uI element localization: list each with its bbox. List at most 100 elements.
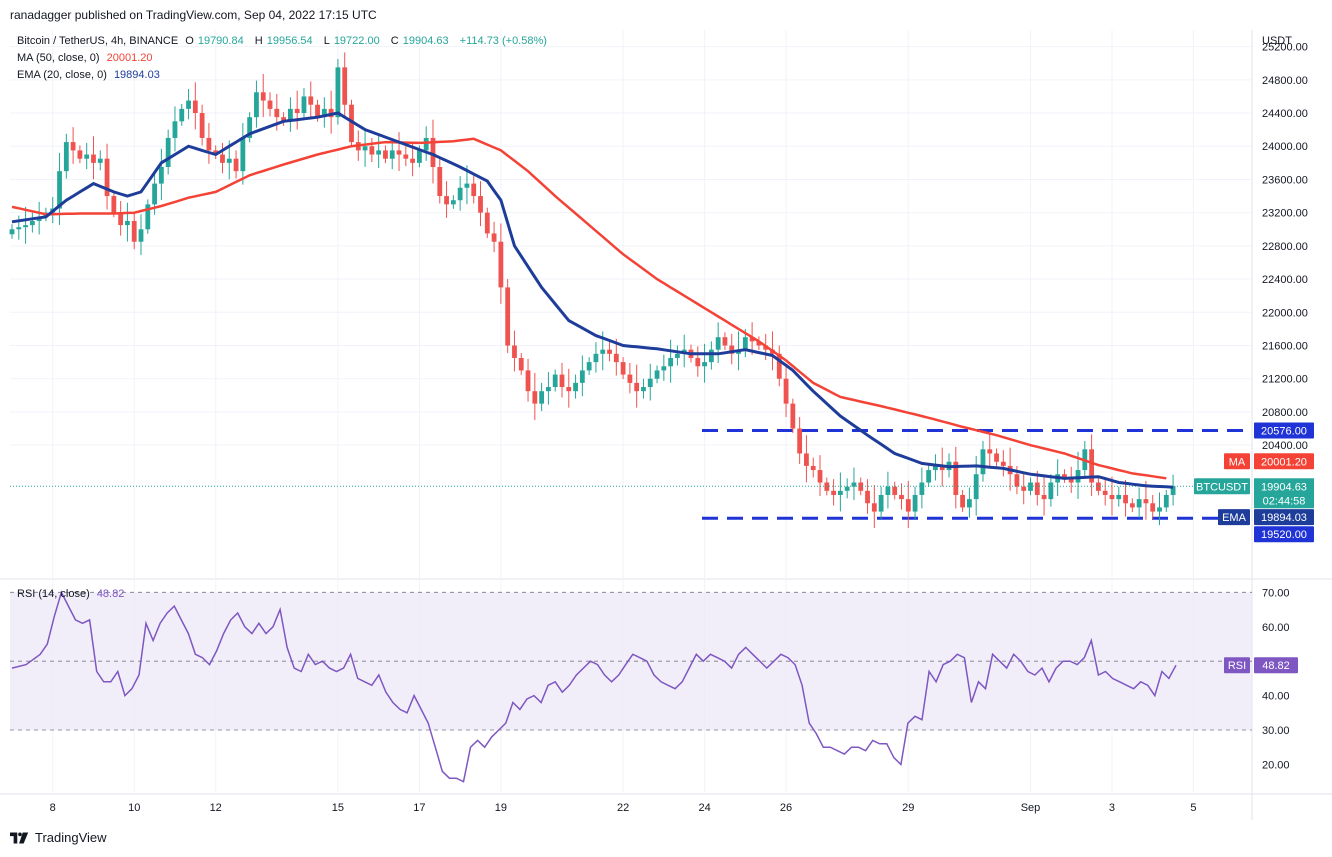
axis-unit-label: USDT — [1262, 35, 1292, 47]
candle-body — [70, 142, 76, 151]
price-tick-label: 24000.00 — [1262, 141, 1308, 153]
time-tick-label: 3 — [1109, 802, 1115, 814]
candle-body — [274, 108, 280, 118]
candle-body — [1123, 494, 1128, 504]
candle-body — [321, 108, 327, 118]
candle-body — [871, 503, 877, 512]
time-tick-label: 19 — [495, 802, 507, 814]
rsi-tick-label: 70.00 — [1262, 587, 1290, 599]
candle-body — [566, 387, 572, 392]
price-tick-label: 20400.00 — [1262, 440, 1308, 452]
rsi-tick-label: 20.00 — [1262, 759, 1290, 771]
time-tick-label: 10 — [128, 802, 140, 814]
rsi-tick-label: 30.00 — [1262, 725, 1290, 737]
candle-body — [722, 337, 728, 346]
candle-body — [613, 353, 619, 363]
legend-ema-row: EMA (20, close, 0) 19894.03 — [17, 69, 164, 81]
candle-body — [464, 183, 470, 188]
candle-body — [437, 167, 443, 197]
candle-body — [450, 200, 456, 205]
candle-body — [939, 465, 945, 471]
candle-body — [797, 428, 803, 454]
candle-body — [63, 142, 69, 172]
candle-body — [342, 67, 348, 105]
time-tick-label: 24 — [698, 802, 710, 814]
candle-body — [1048, 482, 1054, 500]
candle-body — [192, 100, 198, 114]
candle-body — [539, 391, 545, 404]
candle-body — [742, 337, 748, 350]
candle-body — [423, 137, 429, 151]
ma-tag: MA — [1229, 456, 1246, 468]
ema20-line — [11, 111, 1174, 489]
candle-body — [804, 453, 809, 466]
candle-body — [518, 357, 524, 371]
candle-body — [654, 370, 660, 379]
last-price-bg — [1254, 478, 1314, 509]
time-tick-label: 5 — [1190, 802, 1196, 814]
candle-body — [478, 196, 483, 213]
candle-body — [851, 482, 857, 487]
candle-body — [708, 349, 714, 363]
candle-body — [138, 229, 144, 242]
resistance-price-label-bg — [1254, 422, 1314, 439]
candle-body — [287, 108, 293, 122]
candle-body — [267, 100, 273, 109]
ma-price-label: 20001.20 — [1261, 456, 1307, 468]
candle-body — [383, 150, 388, 159]
candlestick-series — [9, 52, 1176, 529]
candle-body — [933, 465, 938, 471]
candle-body — [790, 403, 796, 429]
ticker-tag: BTCUSDT — [1196, 481, 1248, 493]
support-price-label-bg — [1254, 526, 1314, 543]
legend-ema-value: 19894.03 — [113, 69, 160, 81]
legend-close: C 19904.63 — [390, 35, 449, 47]
ema-price-label-bg — [1254, 509, 1314, 526]
ma50-line — [11, 137, 1167, 480]
candle-body — [899, 494, 904, 500]
legend-rsi-label: RSI (14, close) — [17, 588, 90, 600]
legend-ma-label: MA (50, close, 0) — [17, 52, 100, 64]
rsi-panel — [10, 590, 1252, 783]
ema-price-label: 19894.03 — [1261, 512, 1307, 524]
candle-body — [579, 370, 585, 383]
price-tick-label: 23600.00 — [1262, 174, 1308, 186]
candle-body — [362, 146, 368, 151]
time-tick-label: 22 — [617, 802, 629, 814]
tradingview-brand[interactable]: TradingView — [10, 830, 107, 845]
candle-body — [505, 287, 511, 346]
candle-body — [634, 382, 640, 392]
candle-body — [97, 158, 103, 163]
candle-body — [878, 494, 884, 512]
candle-body — [57, 171, 62, 209]
time-tick-label: 26 — [780, 802, 792, 814]
candle-body — [593, 353, 599, 363]
candle-body — [837, 490, 843, 495]
candle-body — [471, 183, 477, 197]
candle-body — [926, 470, 932, 483]
candle-body — [281, 117, 286, 122]
candle-body — [260, 92, 266, 101]
last-price-label: 19904.63 — [1261, 481, 1307, 493]
candle-body — [960, 494, 965, 508]
price-tick-label: 22400.00 — [1262, 274, 1308, 286]
candle-body — [104, 158, 110, 197]
candle-body — [240, 137, 246, 172]
candle-body — [675, 353, 680, 358]
candle-body — [858, 482, 864, 491]
candle-body — [552, 374, 558, 388]
candle-body — [756, 341, 762, 346]
candle-body — [1062, 474, 1067, 479]
candle-body — [1170, 486, 1176, 495]
candle-body — [525, 370, 531, 392]
candle-body — [213, 150, 219, 155]
candle-body — [29, 220, 35, 226]
candle-body — [1096, 482, 1101, 491]
candle-body — [1021, 486, 1027, 491]
candle-body — [199, 113, 205, 138]
legend-ohlc-row: Bitcoin / TetherUS, 4h, BINANCE O 19790.8… — [17, 35, 551, 47]
rsi-tag: RSI — [1228, 660, 1246, 672]
candle-body — [118, 212, 124, 226]
candle-body — [512, 345, 517, 358]
